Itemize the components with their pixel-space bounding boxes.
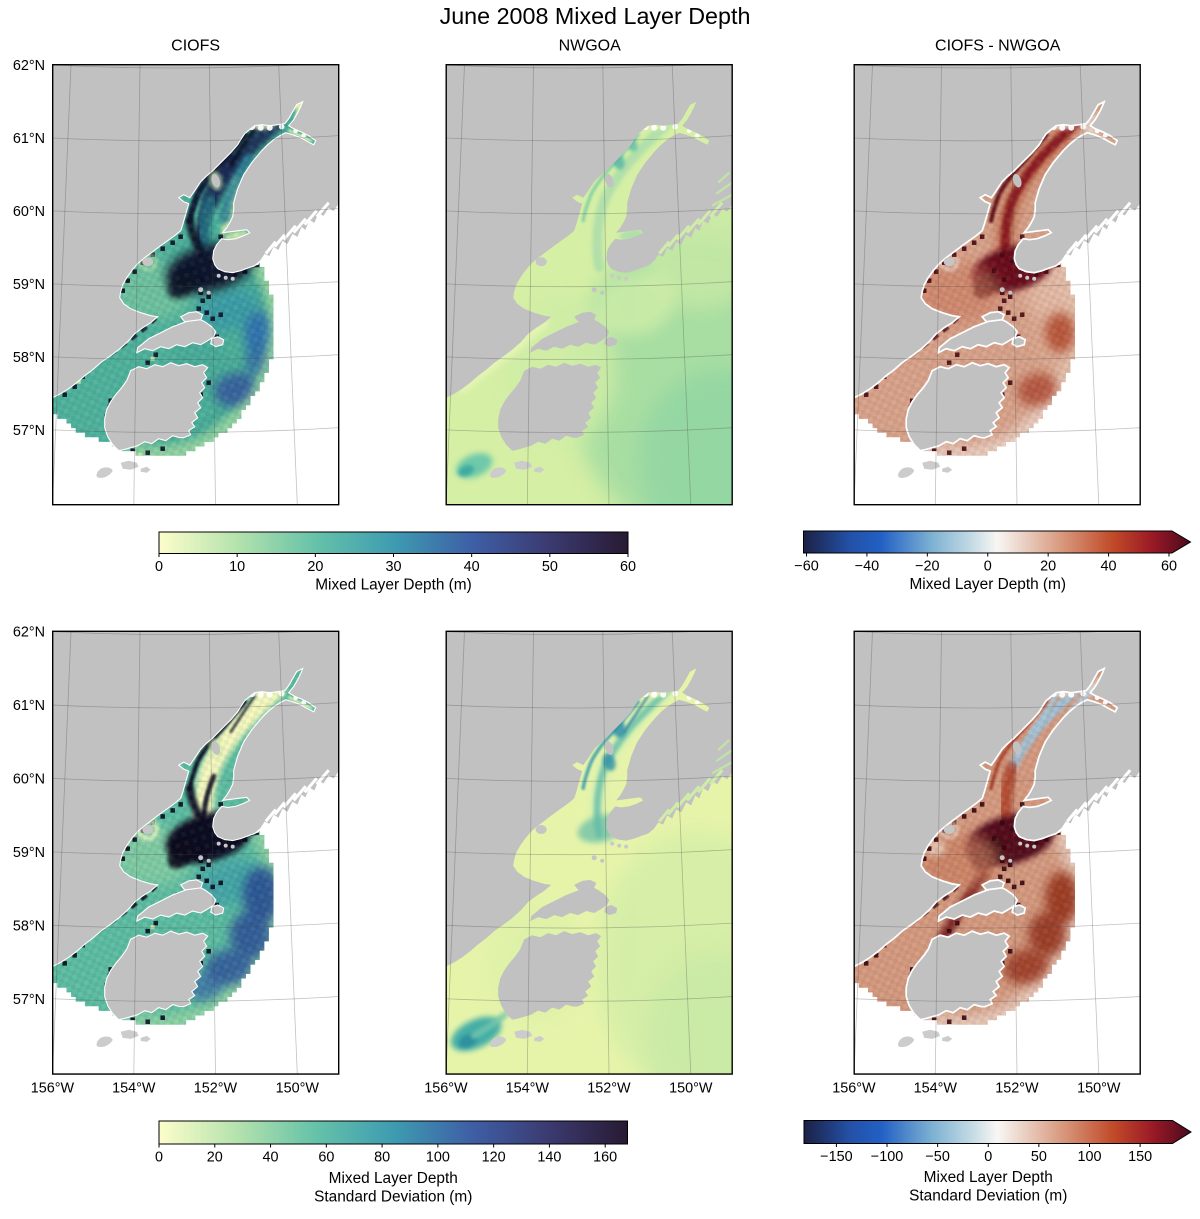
svg-text:40: 40 bbox=[263, 1150, 279, 1166]
svg-text:150°W: 150°W bbox=[276, 1081, 320, 1097]
svg-text:140: 140 bbox=[537, 1150, 561, 1166]
svg-text:0: 0 bbox=[984, 1149, 992, 1165]
svg-text:57°N: 57°N bbox=[13, 423, 45, 439]
svg-text:154°W: 154°W bbox=[112, 1081, 156, 1097]
svg-text:Mixed Layer Depth (m): Mixed Layer Depth (m) bbox=[909, 576, 1066, 593]
svg-text:59°N: 59°N bbox=[13, 845, 45, 861]
svg-text:60°N: 60°N bbox=[13, 771, 45, 787]
svg-text:100: 100 bbox=[1077, 1149, 1101, 1165]
svg-text:60°N: 60°N bbox=[13, 204, 45, 220]
svg-text:58°N: 58°N bbox=[13, 918, 45, 934]
svg-text:150°W: 150°W bbox=[1077, 1081, 1121, 1097]
svg-text:57°N: 57°N bbox=[13, 992, 45, 1008]
svg-text:80: 80 bbox=[374, 1150, 390, 1166]
svg-text:61°N: 61°N bbox=[13, 698, 45, 714]
svg-text:20: 20 bbox=[1040, 559, 1056, 575]
svg-text:58°N: 58°N bbox=[13, 350, 45, 366]
svg-text:−20: −20 bbox=[915, 559, 939, 575]
svg-text:120: 120 bbox=[482, 1150, 506, 1166]
svg-text:−150: −150 bbox=[820, 1149, 852, 1165]
svg-text:150°W: 150°W bbox=[669, 1081, 713, 1097]
svg-text:CIOFS: CIOFS bbox=[171, 38, 220, 55]
svg-text:156°W: 156°W bbox=[832, 1081, 876, 1097]
svg-text:150: 150 bbox=[1128, 1149, 1152, 1165]
svg-text:60: 60 bbox=[1161, 559, 1177, 575]
svg-text:40: 40 bbox=[1101, 559, 1117, 575]
svg-text:20: 20 bbox=[207, 1150, 223, 1166]
svg-text:0: 0 bbox=[984, 559, 992, 575]
svg-text:60: 60 bbox=[620, 559, 636, 575]
svg-text:−60: −60 bbox=[794, 559, 818, 575]
svg-text:156°W: 156°W bbox=[424, 1081, 468, 1097]
svg-text:NWGOA: NWGOA bbox=[559, 38, 622, 55]
svg-text:50: 50 bbox=[542, 559, 558, 575]
svg-text:−40: −40 bbox=[855, 559, 879, 575]
svg-text:10: 10 bbox=[229, 559, 245, 575]
svg-text:152°W: 152°W bbox=[194, 1081, 238, 1097]
svg-text:CIOFS - NWGOA: CIOFS - NWGOA bbox=[935, 38, 1061, 55]
svg-text:50: 50 bbox=[1031, 1149, 1047, 1165]
svg-text:59°N: 59°N bbox=[13, 277, 45, 293]
svg-text:154°W: 154°W bbox=[914, 1081, 958, 1097]
svg-text:62°N: 62°N bbox=[13, 58, 45, 74]
svg-text:June 2008 Mixed Layer Depth: June 2008 Mixed Layer Depth bbox=[440, 3, 751, 29]
svg-text:0: 0 bbox=[155, 1150, 163, 1166]
svg-text:Standard Deviation (m): Standard Deviation (m) bbox=[909, 1188, 1067, 1205]
svg-text:156°W: 156°W bbox=[31, 1081, 75, 1097]
svg-text:160: 160 bbox=[593, 1150, 617, 1166]
svg-text:154°W: 154°W bbox=[506, 1081, 550, 1097]
svg-text:Mixed Layer Depth: Mixed Layer Depth bbox=[329, 1170, 458, 1187]
svg-text:61°N: 61°N bbox=[13, 131, 45, 147]
svg-text:152°W: 152°W bbox=[587, 1081, 631, 1097]
svg-text:Mixed Layer Depth (m): Mixed Layer Depth (m) bbox=[315, 577, 472, 594]
svg-text:Mixed Layer Depth: Mixed Layer Depth bbox=[924, 1169, 1053, 1186]
svg-text:152°W: 152°W bbox=[995, 1081, 1039, 1097]
svg-text:60: 60 bbox=[318, 1150, 334, 1166]
svg-text:62°N: 62°N bbox=[13, 625, 45, 641]
svg-text:100: 100 bbox=[426, 1150, 450, 1166]
svg-text:0: 0 bbox=[155, 559, 163, 575]
svg-text:−50: −50 bbox=[925, 1149, 949, 1165]
svg-text:20: 20 bbox=[307, 559, 323, 575]
svg-text:40: 40 bbox=[464, 559, 480, 575]
svg-text:−100: −100 bbox=[871, 1149, 903, 1165]
svg-text:30: 30 bbox=[385, 559, 401, 575]
svg-text:Standard Deviation (m): Standard Deviation (m) bbox=[314, 1189, 472, 1206]
